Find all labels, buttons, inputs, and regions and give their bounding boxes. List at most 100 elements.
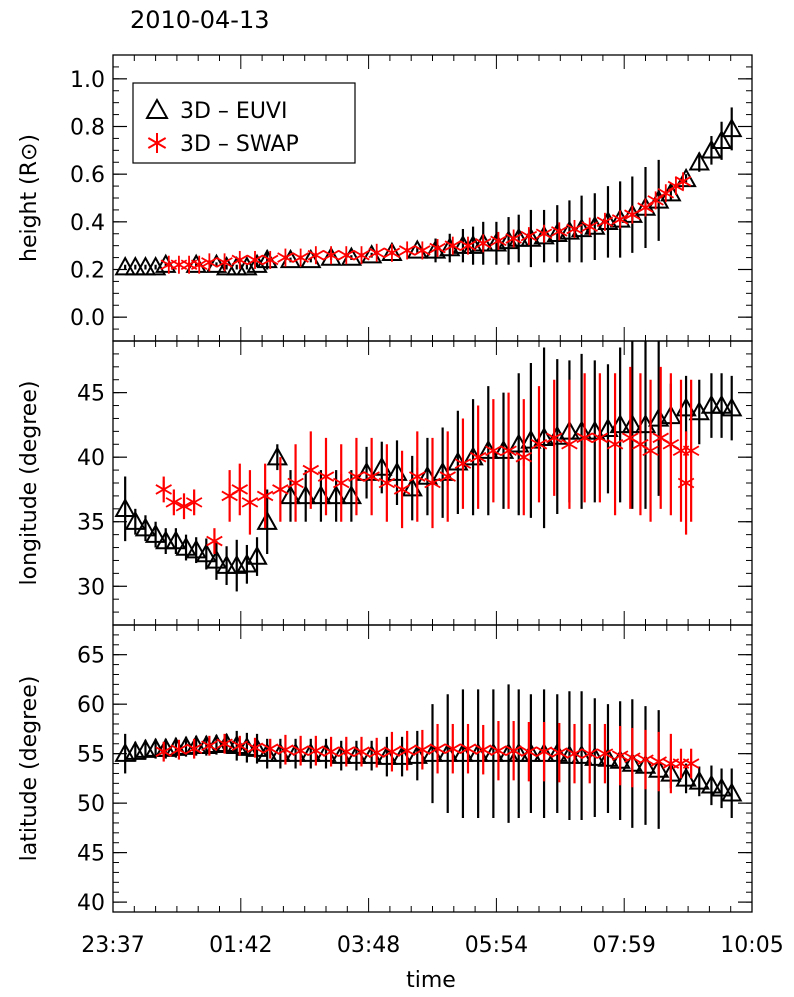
series-swap [160,172,692,274]
data-point [551,222,568,241]
data-point [520,742,538,761]
data-point [241,493,259,512]
data-point [439,467,456,486]
data-point [581,744,598,763]
data-point [175,497,193,516]
y-tick-label: 0.8 [70,116,105,141]
data-point [165,530,187,550]
legend-box [132,82,356,164]
data-point [675,167,697,188]
x-tick-label: 07:59 [592,933,655,958]
data-point [338,246,355,265]
data-point [256,510,278,530]
y-tick-label: 45 [77,842,105,867]
data-point [216,734,233,753]
x-axis-title: time [406,968,456,993]
data-point [520,227,538,246]
data-point [378,474,396,492]
data-point [621,413,644,434]
data-point [114,497,136,518]
data-point [647,407,670,427]
data-point [677,474,695,492]
data-point [721,117,743,138]
data-point [277,248,294,267]
data-point [302,461,320,480]
data-point [721,782,743,802]
data-point [721,397,743,417]
data-point [576,428,593,447]
data-point [307,741,325,760]
data-point [398,741,416,760]
data-point [221,486,238,505]
y-axis-title: height (R⊙) [17,134,42,262]
data-point [353,742,370,761]
data-point [551,743,568,762]
data-point [688,151,710,171]
data-point [307,246,325,265]
data-point [474,234,492,253]
series-euvi [114,341,743,592]
data-point [429,739,446,758]
data-point [505,229,522,248]
data-point [292,741,309,760]
data-point [277,740,294,759]
y-tick-label: 40 [77,446,105,471]
data-point [201,253,218,272]
data-point [322,246,340,265]
data-point [459,236,477,255]
series-swap [155,366,700,554]
legend-label: 3D – EUVI [180,99,287,124]
data-point [535,224,553,243]
data-point [535,742,553,761]
data-point [185,539,207,559]
data-point [261,250,279,269]
series-euvi [114,684,743,829]
data-point [332,474,350,492]
data-point [414,740,431,759]
y-tick-label: 50 [77,792,105,817]
data-point [469,448,487,467]
data-point [206,532,223,551]
legend-marker-asterisk [147,133,167,153]
data-point [710,394,733,414]
data-point [490,231,507,250]
data-point [216,253,233,272]
y-tick-label: 60 [77,693,105,718]
data-point [688,770,710,790]
data-point [596,212,614,231]
data-point [444,739,462,758]
data-point [459,739,477,758]
data-point [409,467,426,486]
data-point [353,246,370,265]
data-point [611,210,629,229]
data-point [485,441,502,460]
data-point [647,191,664,210]
series-swap [155,720,700,794]
x-tick-label: 01:42 [209,933,272,958]
data-point [185,493,203,512]
data-point [363,467,380,486]
data-point [383,742,401,761]
y-axis-title: latitude (degree) [17,676,42,862]
data-point [205,549,228,569]
y-tick-label: 0.4 [70,211,105,236]
y-tick-label: 55 [77,743,105,768]
data-point [700,774,723,794]
y-tick-label: 0.6 [70,163,105,188]
data-point [530,435,548,454]
data-point [383,243,401,262]
data-point [144,523,167,543]
data-point [606,435,624,454]
x-tick-label: 23:37 [81,933,144,958]
x-tick-label: 03:48 [337,933,400,958]
data-point [246,737,268,757]
data-point [566,219,583,238]
data-point [338,742,355,761]
data-point [682,754,700,773]
data-point [246,250,264,269]
data-point [700,139,723,159]
data-point [591,428,609,447]
data-point [134,517,157,537]
data-point [322,742,340,761]
